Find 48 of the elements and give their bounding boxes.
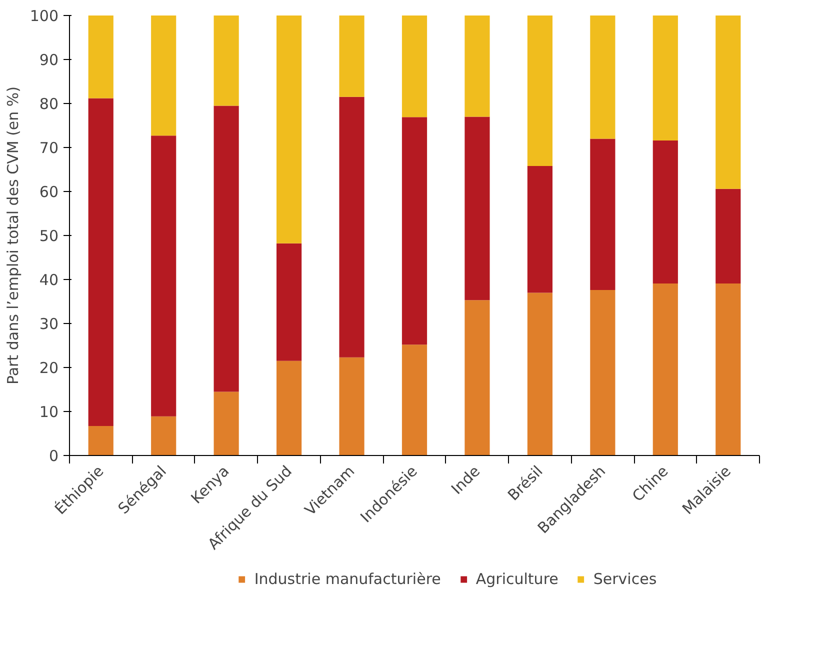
bar xyxy=(527,292,552,456)
bar xyxy=(214,392,239,456)
bar xyxy=(590,138,616,290)
y-tick-label: 70 xyxy=(39,139,59,157)
bar xyxy=(590,290,616,456)
y-tick-label: 30 xyxy=(39,315,59,333)
y-tick-label: 60 xyxy=(39,183,59,201)
y-tick-label: 50 xyxy=(39,227,59,245)
bar xyxy=(88,16,114,98)
bar xyxy=(402,16,428,118)
y-axis-title: Part dans l’emploi total des CVM (en %) xyxy=(4,86,22,385)
bar xyxy=(339,357,364,456)
y-tick-label: 40 xyxy=(39,271,59,289)
bar xyxy=(652,283,678,456)
bar xyxy=(214,106,239,392)
bar xyxy=(527,166,552,293)
legend-label: Services xyxy=(593,570,657,588)
bar xyxy=(339,96,364,358)
y-tick-label: 10 xyxy=(39,403,59,421)
y-tick-label: 0 xyxy=(48,447,59,465)
y-tick-label: 80 xyxy=(39,95,59,113)
bar xyxy=(402,344,428,456)
bar xyxy=(276,16,302,244)
bar xyxy=(276,360,302,456)
bar xyxy=(464,300,490,456)
bar xyxy=(716,188,741,284)
bar xyxy=(652,140,678,284)
bar xyxy=(527,16,552,166)
bar xyxy=(402,117,428,345)
legend-label: Agriculture xyxy=(476,570,558,588)
bar xyxy=(716,283,741,456)
bar xyxy=(716,16,741,189)
bar xyxy=(151,16,176,136)
bar xyxy=(339,16,364,97)
y-tick-label: 100 xyxy=(30,7,59,25)
bar xyxy=(88,98,114,426)
bar xyxy=(276,243,302,361)
y-tick-label: 20 xyxy=(39,359,59,377)
bar xyxy=(652,16,678,140)
bar xyxy=(464,16,490,117)
bar xyxy=(88,426,114,456)
bar xyxy=(214,16,239,106)
bar xyxy=(464,116,490,300)
bar xyxy=(590,16,616,139)
y-tick-label: 90 xyxy=(39,51,59,69)
bar xyxy=(151,136,176,416)
legend-label: Industrie manufacturière xyxy=(254,570,441,588)
bar xyxy=(151,416,176,456)
